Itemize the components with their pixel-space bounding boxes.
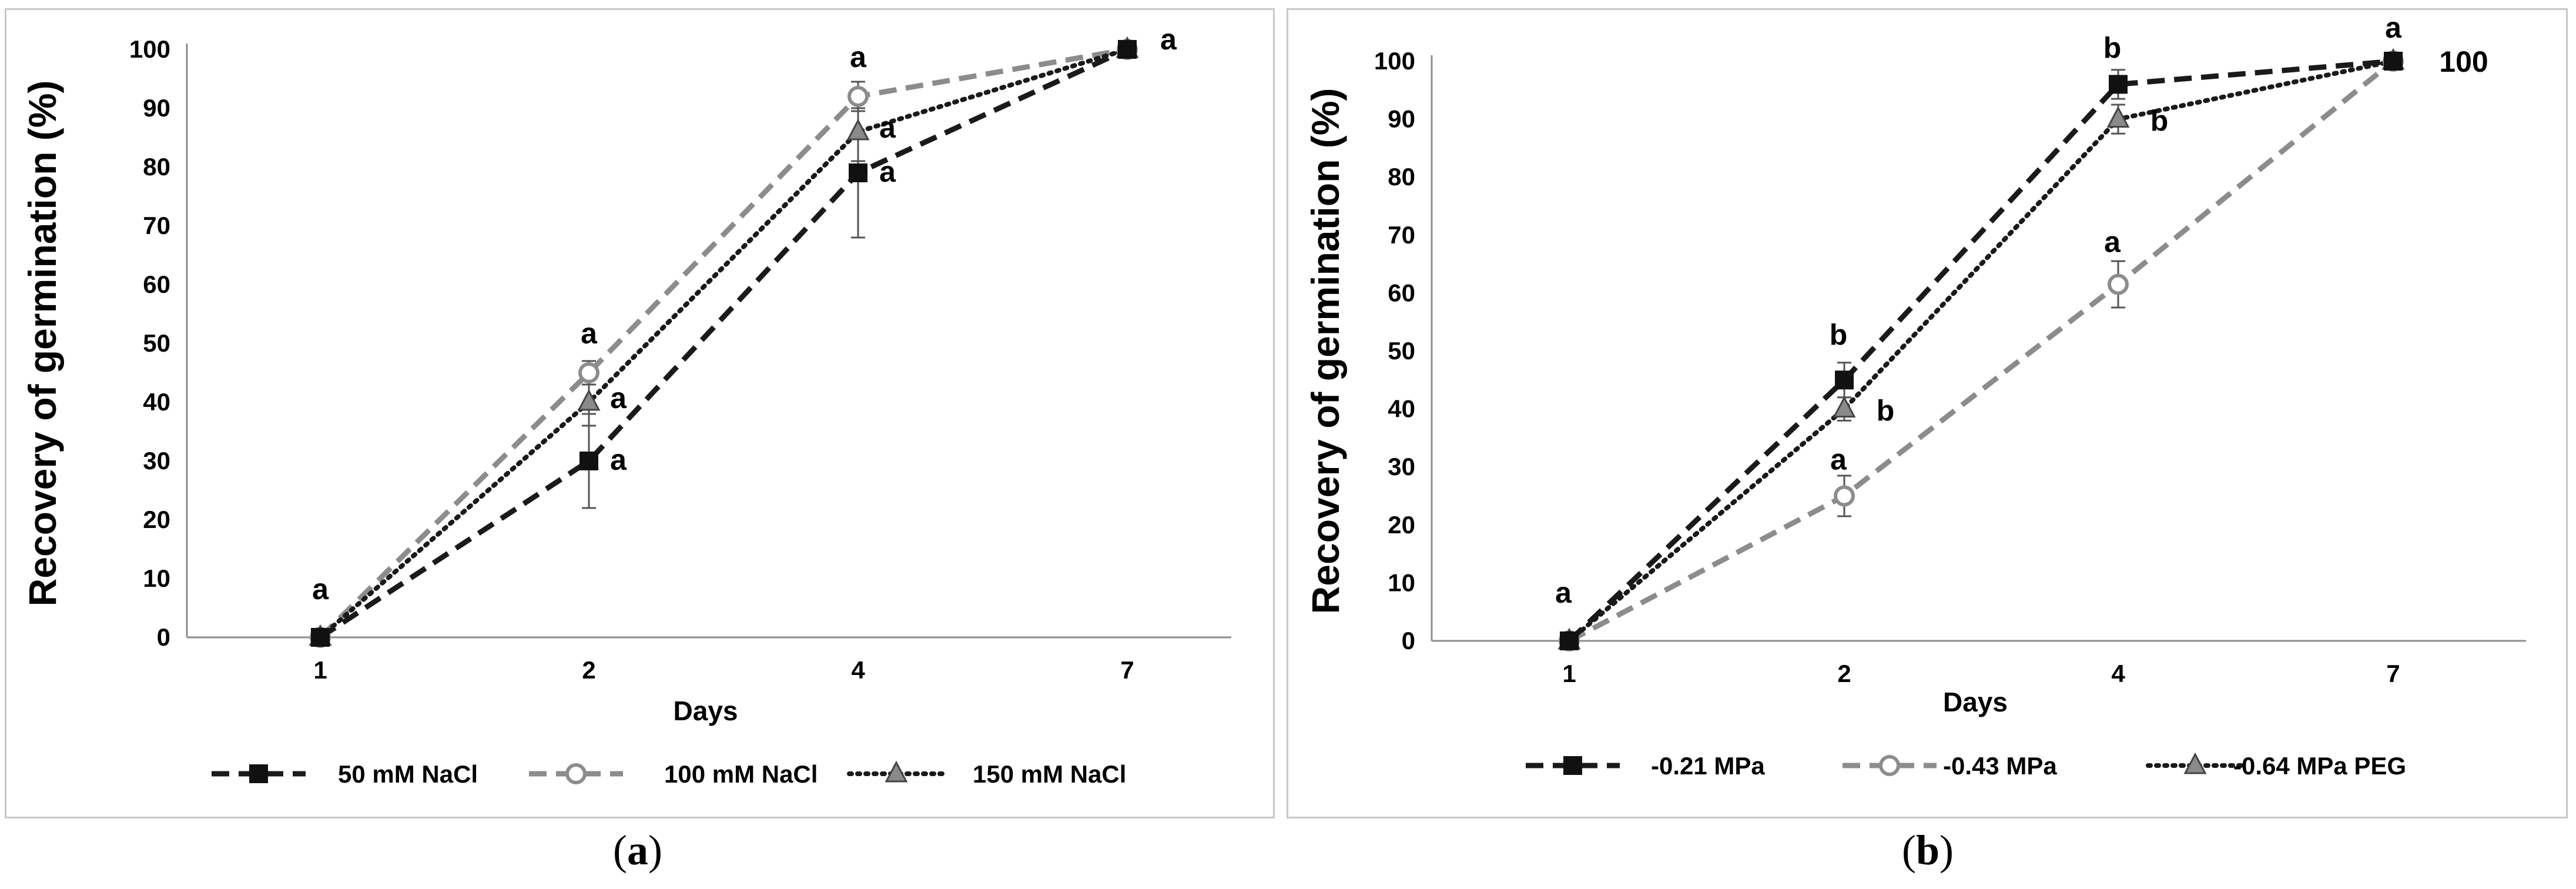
y-tick-label: 90: [143, 94, 170, 122]
y-tick-label: 0: [157, 623, 170, 651]
y-axis-title: Recovery of germination (%): [1304, 88, 1347, 614]
significance-letter: a: [879, 155, 896, 188]
significance-letter: b: [2103, 31, 2122, 64]
y-tick-label: 20: [1388, 511, 1415, 539]
y-tick-label: 70: [143, 212, 170, 239]
y-axis-title: Recovery of germination (%): [21, 81, 64, 607]
significance-letter: a: [2385, 11, 2402, 44]
significance-letter: a: [1555, 576, 1572, 609]
legend-label: 150 mM NaCl: [973, 760, 1126, 788]
y-tick-label: 60: [1388, 279, 1415, 306]
y-tick-label: 50: [1388, 337, 1415, 365]
data-point: [2108, 273, 2129, 295]
x-tick-label: 2: [582, 656, 595, 684]
y-tick-label: 60: [143, 270, 170, 298]
data-point: [1833, 396, 1856, 418]
data-point: [1834, 485, 1855, 507]
legend-entry: 100 mM NaCl: [529, 760, 818, 788]
data-point: [1118, 40, 1137, 59]
x-tick-label: 4: [851, 656, 865, 684]
y-tick-label: 30: [1388, 453, 1415, 480]
chart-panel-a: [5, 8, 1275, 818]
y-tick-label: 30: [143, 447, 170, 474]
legend-label: 100 mM NaCl: [664, 760, 818, 788]
y-tick-label: 100: [1374, 47, 1415, 75]
y-tick-label: 0: [1402, 627, 1415, 654]
legend-entry: -0.21 MPa: [1526, 752, 1765, 780]
significance-letter: a: [610, 443, 627, 476]
data-point: [579, 452, 598, 470]
data-point: [578, 362, 599, 383]
series-line: [319, 46, 1128, 640]
y-tick-label: 20: [143, 506, 170, 533]
significance-letter: a: [581, 317, 598, 350]
x-axis-title: Days: [1943, 687, 2008, 717]
data-point: [1560, 631, 1579, 650]
data-point: [577, 389, 601, 411]
series-line: [318, 46, 1128, 640]
significance-letter: a: [879, 111, 896, 144]
value-annotation: 100: [2439, 45, 2488, 78]
y-tick-label: 80: [143, 153, 170, 181]
legend-marker: [885, 760, 908, 783]
significance-letter: a: [1160, 23, 1177, 56]
y-tick-label: 90: [1388, 105, 1415, 133]
significance-letter: a: [610, 382, 627, 415]
x-tick-label: 1: [313, 656, 327, 684]
legend-entry: 150 mM NaCl: [847, 760, 1126, 788]
series-line: [1567, 59, 2396, 643]
y-tick-label: 10: [143, 564, 170, 592]
data-point: [846, 118, 870, 141]
significance-letter: b: [1877, 395, 1895, 427]
legend-entry: -0.64 MPa PEG: [2146, 752, 2406, 780]
series-line: [1567, 58, 2394, 643]
y-tick-label: 50: [143, 329, 170, 357]
significance-letter: b: [1830, 318, 1848, 351]
legend-marker: [249, 764, 268, 783]
legend-label: -0.43 MPa: [1943, 752, 2057, 780]
series-line: [318, 47, 1130, 640]
data-point: [849, 163, 867, 182]
x-tick-label: 7: [2386, 660, 2400, 687]
x-tick-label: 7: [1120, 656, 1134, 684]
caption-a: (a): [613, 827, 662, 874]
chart-panel-b: [1287, 8, 2568, 818]
caption-b: (b): [1901, 827, 1954, 874]
data-point: [2109, 75, 2128, 94]
x-tick-label: 1: [1562, 660, 1576, 687]
y-tick-label: 100: [129, 35, 170, 63]
x-axis-title: Days: [674, 696, 738, 726]
data-point: [2106, 106, 2130, 128]
legend-marker: [1879, 755, 1900, 776]
legend-marker: [565, 763, 587, 784]
chart-b: 0 10 20 30 40 50 60 70 80 90 100 1 2 4 7 Days Recovery o…: [1304, 11, 2526, 780]
y-tick-label: 70: [1388, 221, 1415, 249]
significance-letter: a: [312, 573, 329, 606]
significance-letter: a: [850, 41, 867, 73]
data-point: [1835, 370, 1854, 390]
x-tick-label: 2: [1837, 660, 1851, 687]
significance-letter: a: [1830, 443, 1847, 476]
chart-a: 0 10 20 30 40 50 60 70 80 90 100 1 2 4 7 Days Recovery o…: [21, 23, 1231, 788]
significance-letter: b: [2150, 105, 2169, 138]
data-point: [847, 86, 869, 107]
data-point: [311, 628, 330, 647]
legend-label: 50 mM NaCl: [338, 760, 478, 788]
significance-letter: a: [2104, 226, 2121, 259]
legend-marker: [2183, 752, 2207, 774]
y-tick-label: 10: [1388, 569, 1415, 596]
legend-label: -0.21 MPa: [1651, 752, 1765, 780]
y-tick-label: 40: [1388, 395, 1415, 423]
series-line: [1567, 59, 2395, 643]
legend-marker: [1563, 756, 1582, 775]
y-tick-label: 80: [1388, 163, 1415, 190]
legend-entry: 50 mM NaCl: [212, 760, 478, 788]
y-tick-label: 40: [143, 388, 170, 416]
legend-label: -0.64 MPa PEG: [2233, 752, 2406, 780]
x-tick-label: 4: [2111, 660, 2125, 687]
data-point: [2384, 52, 2403, 71]
legend-entry: -0.43 MPa: [1843, 752, 2057, 780]
